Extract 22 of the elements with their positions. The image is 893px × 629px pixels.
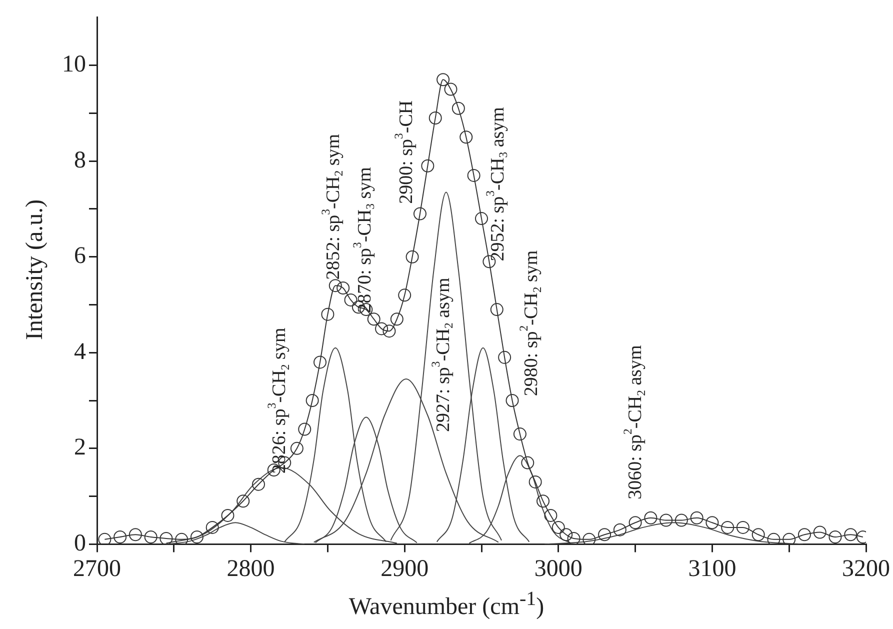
x-tick-label: 2700: [73, 556, 121, 582]
y-tick-label: 2: [74, 434, 86, 461]
x-tick-label: 2800: [226, 556, 275, 582]
annotation: 2980: sp2-CH2 sym: [518, 250, 544, 396]
x-axis-title: Wavenumber (cm$^{-1}$): [348, 588, 546, 621]
x-tick-label: 3200: [842, 556, 890, 582]
annotation: 2852: sp3-CH2 sym: [319, 134, 346, 280]
annotation: 3060: sp2-CH2 asym: [622, 344, 648, 500]
annotation: 2927: sp3-CH2 asym: [429, 278, 456, 432]
x-tick-label: 2900: [380, 556, 429, 582]
y-tick-label: 8: [74, 147, 86, 174]
y-axis-title: Intensity (a.u.): [22, 200, 49, 340]
y-tick-label: 10: [62, 52, 86, 78]
annotation: 2826: sp3-CH2 sym: [266, 328, 292, 474]
annotation: 2900: sp3-CH: [392, 100, 417, 204]
annotation: 2952: sp3-CH3 asym: [484, 106, 510, 262]
x-tick-label: 3100: [688, 556, 736, 582]
y-tick-label: 0: [74, 530, 86, 556]
annotation: 2870: sp3-CH3 sym: [350, 166, 378, 313]
y-tick-label: 4: [74, 338, 86, 365]
x-tick-label: 3000: [534, 556, 582, 582]
y-tick-label: 6: [74, 243, 86, 270]
